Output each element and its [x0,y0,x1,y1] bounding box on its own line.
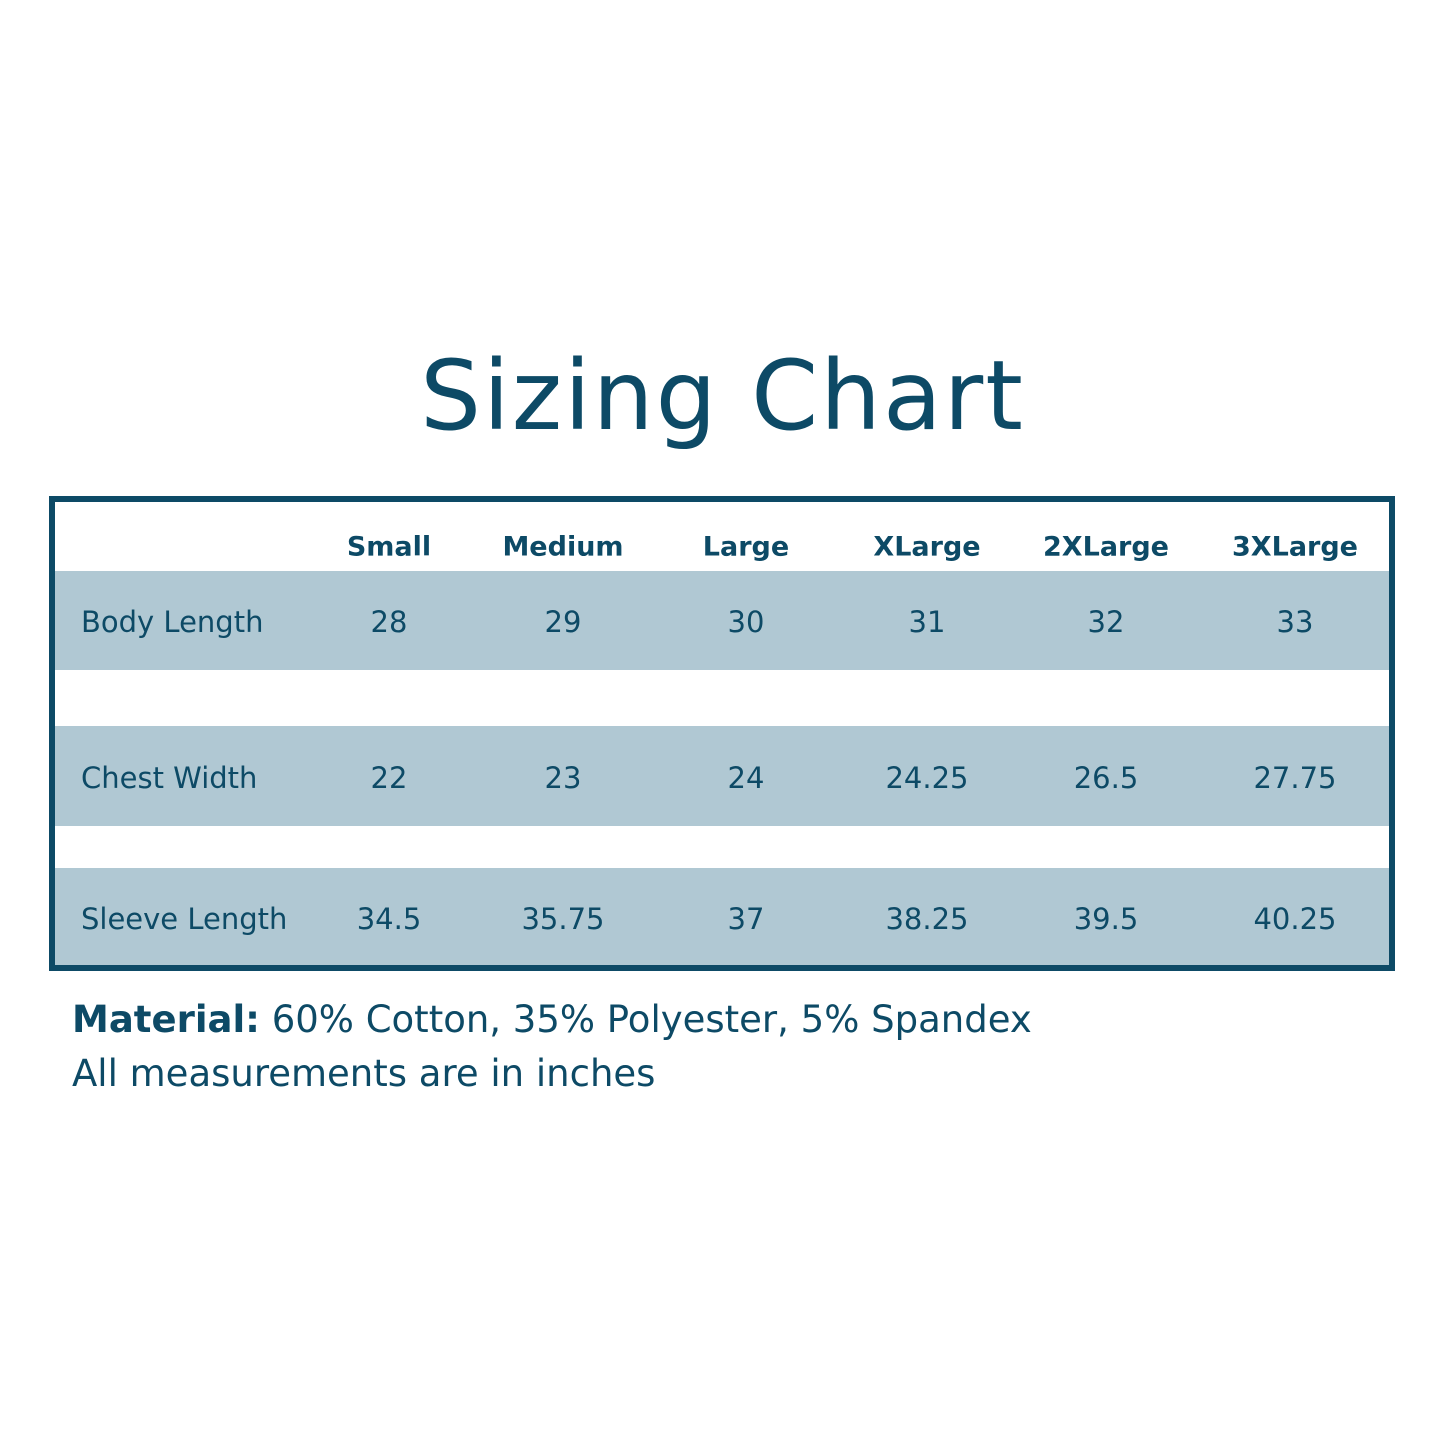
page-title: Sizing Chart [420,340,1025,452]
row-band-body-length [55,571,1389,670]
table-cell: 24 [727,761,765,795]
table-cell: 26.5 [1073,761,1139,795]
column-header-2xlarge: 2XLarge [1043,531,1169,563]
column-header-small: Small [346,531,432,563]
table-cell: 23 [544,761,582,795]
column-header-xlarge: XLarge [873,531,981,563]
table-cell: 39.5 [1073,902,1139,936]
table-cell: 24.25 [885,761,969,795]
row-label: Body Length [81,605,264,639]
table-cell: 40.25 [1253,902,1337,936]
table-cell: 28 [370,605,408,639]
column-header-medium: Medium [502,531,624,563]
sizing-table: Small Medium Large XLarge 2XLarge 3XLarge Body… [49,496,1395,971]
table-cell: 29 [544,605,582,639]
table-cell: 35.75 [521,902,605,936]
table-cell: 30 [727,605,765,639]
table-cell: 22 [370,761,408,795]
material-label: Material: [72,998,260,1041]
table-cell: 38.25 [885,902,969,936]
table-cell: 27.75 [1253,761,1337,795]
material-value: 60% Cotton, 35% Polyester, 5% Spandex [259,998,1032,1041]
table-cell: 31 [908,605,946,639]
column-header-large: Large [702,531,790,563]
table-cell: 33 [1276,605,1314,639]
row-label: Chest Width [81,761,258,795]
table-cell: 34.5 [356,902,422,936]
table-cell: 32 [1087,605,1125,639]
row-band-sleeve-length [55,868,1389,965]
row-label: Sleeve Length [81,902,288,936]
material-line: Material: 60% Cotton, 35% Polyester, 5% … [72,998,1032,1041]
table-cell: 37 [727,902,765,936]
column-header-3xlarge: 3XLarge [1232,531,1358,563]
units-note: All measurements are in inches [72,1052,656,1095]
row-band-chest-width [55,726,1389,826]
